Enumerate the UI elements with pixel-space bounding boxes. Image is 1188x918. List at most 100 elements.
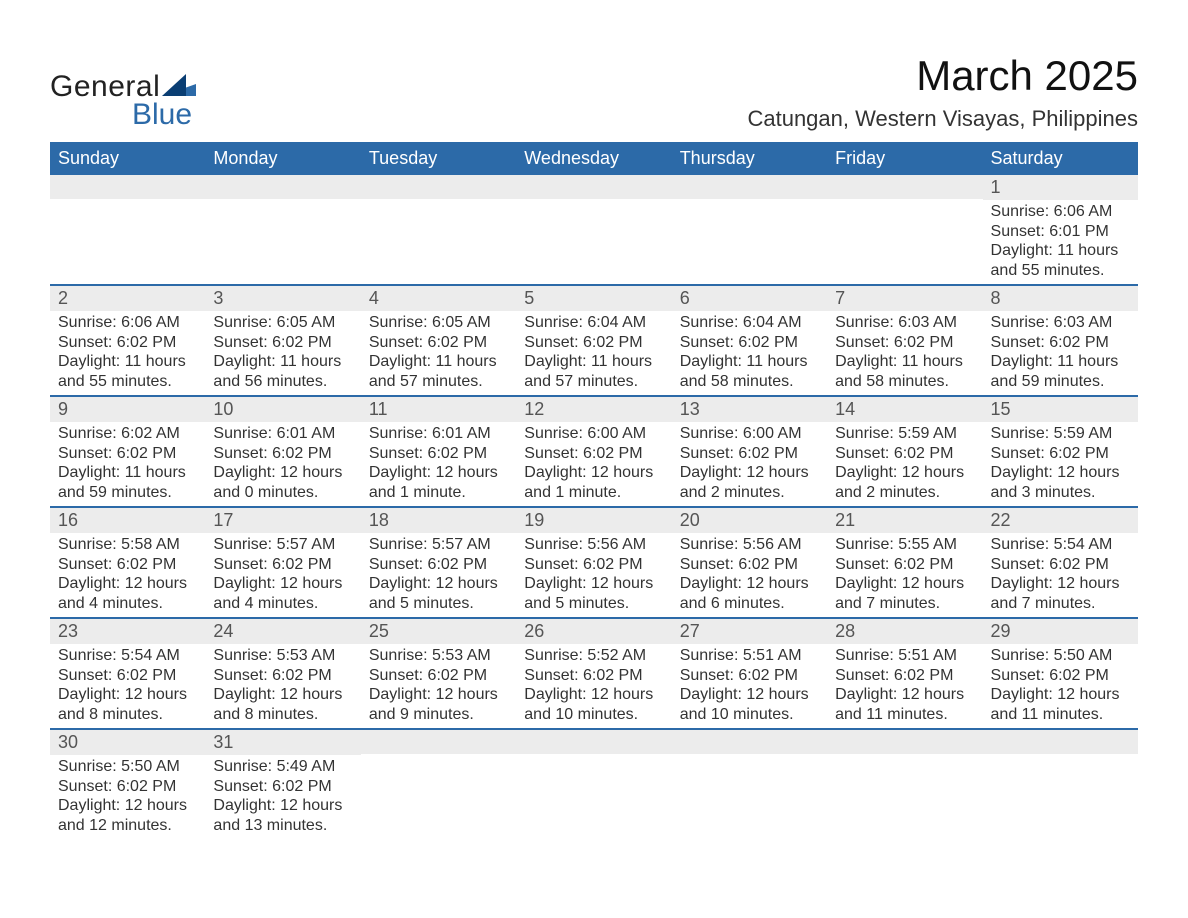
sunrise-text: Sunrise: 6:01 AM — [369, 424, 508, 444]
sunset-text: Sunset: 6:02 PM — [213, 777, 352, 797]
day-details: Sunrise: 6:02 AMSunset: 6:02 PMDaylight:… — [50, 422, 205, 506]
calendar-day-cell — [672, 729, 827, 839]
day-number — [516, 730, 671, 754]
daylight-text-1: Daylight: 12 hours — [213, 685, 352, 705]
daylight-text-2: and 10 minutes. — [680, 705, 819, 725]
day-details: Sunrise: 5:59 AMSunset: 6:02 PMDaylight:… — [983, 422, 1138, 506]
location-subtitle: Catungan, Western Visayas, Philippines — [747, 106, 1138, 132]
sunset-text: Sunset: 6:02 PM — [213, 333, 352, 353]
sunset-text: Sunset: 6:02 PM — [835, 333, 974, 353]
daylight-text-2: and 58 minutes. — [680, 372, 819, 392]
calendar-day-cell: 13Sunrise: 6:00 AMSunset: 6:02 PMDayligh… — [672, 396, 827, 507]
calendar-day-cell: 15Sunrise: 5:59 AMSunset: 6:02 PMDayligh… — [983, 396, 1138, 507]
daylight-text-1: Daylight: 11 hours — [991, 241, 1130, 261]
daylight-text-2: and 1 minute. — [524, 483, 663, 503]
day-number: 26 — [516, 619, 671, 644]
calendar-week-row: 23Sunrise: 5:54 AMSunset: 6:02 PMDayligh… — [50, 618, 1138, 729]
daylight-text-2: and 59 minutes. — [991, 372, 1130, 392]
weekday-header: Monday — [205, 142, 360, 175]
day-number: 23 — [50, 619, 205, 644]
day-details: Sunrise: 6:03 AMSunset: 6:02 PMDaylight:… — [827, 311, 982, 395]
daylight-text-1: Daylight: 12 hours — [524, 463, 663, 483]
day-details: Sunrise: 5:56 AMSunset: 6:02 PMDaylight:… — [516, 533, 671, 617]
sunset-text: Sunset: 6:02 PM — [213, 555, 352, 575]
day-number: 27 — [672, 619, 827, 644]
calendar-day-cell: 19Sunrise: 5:56 AMSunset: 6:02 PMDayligh… — [516, 507, 671, 618]
day-details: Sunrise: 5:51 AMSunset: 6:02 PMDaylight:… — [672, 644, 827, 728]
daylight-text-1: Daylight: 11 hours — [524, 352, 663, 372]
sunrise-text: Sunrise: 6:03 AM — [835, 313, 974, 333]
daylight-text-1: Daylight: 12 hours — [991, 574, 1130, 594]
sunrise-text: Sunrise: 5:51 AM — [680, 646, 819, 666]
sunset-text: Sunset: 6:02 PM — [991, 666, 1130, 686]
calendar-day-cell — [361, 175, 516, 285]
calendar-day-cell: 14Sunrise: 5:59 AMSunset: 6:02 PMDayligh… — [827, 396, 982, 507]
sunset-text: Sunset: 6:02 PM — [991, 333, 1130, 353]
day-number: 16 — [50, 508, 205, 533]
sunrise-text: Sunrise: 6:01 AM — [213, 424, 352, 444]
daylight-text-1: Daylight: 12 hours — [835, 574, 974, 594]
day-details — [516, 199, 671, 279]
day-number: 14 — [827, 397, 982, 422]
calendar-day-cell: 22Sunrise: 5:54 AMSunset: 6:02 PMDayligh… — [983, 507, 1138, 618]
day-number — [361, 175, 516, 199]
calendar-day-cell: 29Sunrise: 5:50 AMSunset: 6:02 PMDayligh… — [983, 618, 1138, 729]
day-details: Sunrise: 6:05 AMSunset: 6:02 PMDaylight:… — [205, 311, 360, 395]
sunrise-text: Sunrise: 6:02 AM — [58, 424, 197, 444]
day-number: 24 — [205, 619, 360, 644]
calendar-day-cell: 25Sunrise: 5:53 AMSunset: 6:02 PMDayligh… — [361, 618, 516, 729]
day-number: 8 — [983, 286, 1138, 311]
calendar-week-row: 30Sunrise: 5:50 AMSunset: 6:02 PMDayligh… — [50, 729, 1138, 839]
daylight-text-1: Daylight: 12 hours — [680, 685, 819, 705]
day-details: Sunrise: 6:01 AMSunset: 6:02 PMDaylight:… — [361, 422, 516, 506]
day-number: 13 — [672, 397, 827, 422]
header: General Blue March 2025 Catungan, Wester… — [50, 50, 1138, 132]
sunrise-text: Sunrise: 6:00 AM — [524, 424, 663, 444]
sunrise-text: Sunrise: 6:04 AM — [680, 313, 819, 333]
calendar-day-cell: 28Sunrise: 5:51 AMSunset: 6:02 PMDayligh… — [827, 618, 982, 729]
calendar-day-cell: 17Sunrise: 5:57 AMSunset: 6:02 PMDayligh… — [205, 507, 360, 618]
calendar-day-cell — [205, 175, 360, 285]
day-details — [205, 199, 360, 279]
day-number — [361, 730, 516, 754]
calendar-day-cell — [827, 175, 982, 285]
day-number — [205, 175, 360, 199]
daylight-text-2: and 4 minutes. — [213, 594, 352, 614]
calendar-day-cell: 1Sunrise: 6:06 AMSunset: 6:01 PMDaylight… — [983, 175, 1138, 285]
daylight-text-1: Daylight: 11 hours — [835, 352, 974, 372]
sunset-text: Sunset: 6:02 PM — [58, 777, 197, 797]
daylight-text-1: Daylight: 12 hours — [369, 574, 508, 594]
day-number: 17 — [205, 508, 360, 533]
calendar-day-cell: 31Sunrise: 5:49 AMSunset: 6:02 PMDayligh… — [205, 729, 360, 839]
sunset-text: Sunset: 6:02 PM — [369, 666, 508, 686]
calendar-day-cell: 4Sunrise: 6:05 AMSunset: 6:02 PMDaylight… — [361, 285, 516, 396]
sunrise-text: Sunrise: 6:05 AM — [369, 313, 508, 333]
day-number: 25 — [361, 619, 516, 644]
calendar-day-cell: 6Sunrise: 6:04 AMSunset: 6:02 PMDaylight… — [672, 285, 827, 396]
sunrise-text: Sunrise: 5:55 AM — [835, 535, 974, 555]
day-details: Sunrise: 5:53 AMSunset: 6:02 PMDaylight:… — [361, 644, 516, 728]
sunset-text: Sunset: 6:02 PM — [991, 555, 1130, 575]
page-title: March 2025 — [747, 52, 1138, 100]
daylight-text-2: and 2 minutes. — [680, 483, 819, 503]
sunset-text: Sunset: 6:02 PM — [835, 666, 974, 686]
weekday-header: Tuesday — [361, 142, 516, 175]
daylight-text-1: Daylight: 12 hours — [680, 574, 819, 594]
brand-name-2: Blue — [132, 98, 192, 132]
daylight-text-2: and 13 minutes. — [213, 816, 352, 836]
day-details: Sunrise: 5:54 AMSunset: 6:02 PMDaylight:… — [983, 533, 1138, 617]
daylight-text-2: and 57 minutes. — [369, 372, 508, 392]
day-details — [672, 754, 827, 834]
daylight-text-2: and 57 minutes. — [524, 372, 663, 392]
day-details — [50, 199, 205, 279]
day-number: 3 — [205, 286, 360, 311]
daylight-text-2: and 12 minutes. — [58, 816, 197, 836]
daylight-text-1: Daylight: 12 hours — [524, 685, 663, 705]
sunset-text: Sunset: 6:02 PM — [369, 333, 508, 353]
day-number: 19 — [516, 508, 671, 533]
daylight-text-1: Daylight: 12 hours — [835, 685, 974, 705]
daylight-text-1: Daylight: 11 hours — [58, 463, 197, 483]
day-number: 7 — [827, 286, 982, 311]
day-details: Sunrise: 6:00 AMSunset: 6:02 PMDaylight:… — [672, 422, 827, 506]
brand-flag-icon — [162, 74, 196, 96]
